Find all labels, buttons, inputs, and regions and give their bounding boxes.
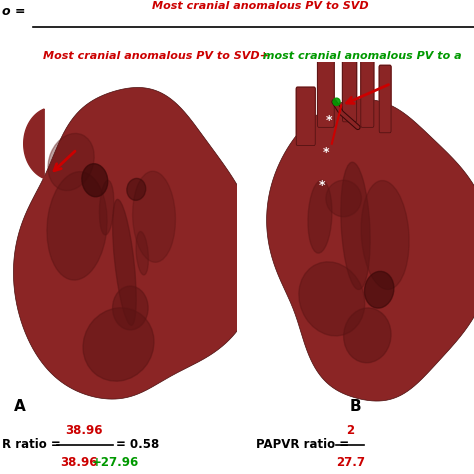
Text: 38.96: 38.96 bbox=[61, 456, 98, 468]
Ellipse shape bbox=[326, 180, 361, 217]
Ellipse shape bbox=[333, 98, 340, 105]
Ellipse shape bbox=[83, 308, 154, 381]
FancyBboxPatch shape bbox=[318, 42, 334, 128]
Ellipse shape bbox=[113, 200, 136, 325]
Ellipse shape bbox=[47, 172, 107, 280]
Text: *: * bbox=[319, 179, 326, 192]
Ellipse shape bbox=[344, 308, 391, 363]
Ellipse shape bbox=[136, 231, 148, 275]
Text: Most cranial anomalous PV to SVD+: Most cranial anomalous PV to SVD+ bbox=[44, 51, 269, 61]
FancyBboxPatch shape bbox=[342, 45, 356, 122]
Ellipse shape bbox=[48, 133, 94, 191]
FancyBboxPatch shape bbox=[296, 87, 315, 146]
Text: Most cranial anomalous PV to SVD: Most cranial anomalous PV to SVD bbox=[152, 1, 369, 11]
Polygon shape bbox=[13, 88, 260, 399]
Ellipse shape bbox=[133, 171, 175, 262]
Ellipse shape bbox=[308, 180, 332, 253]
Polygon shape bbox=[266, 99, 474, 401]
Ellipse shape bbox=[361, 181, 409, 290]
Ellipse shape bbox=[365, 271, 394, 308]
Text: *: * bbox=[326, 113, 333, 127]
Text: *: * bbox=[323, 146, 329, 159]
Ellipse shape bbox=[341, 162, 370, 290]
Text: 2: 2 bbox=[346, 424, 354, 437]
Ellipse shape bbox=[100, 180, 114, 235]
Text: 38.96: 38.96 bbox=[65, 424, 103, 437]
Text: R ratio =: R ratio = bbox=[2, 438, 65, 451]
Text: A: A bbox=[14, 399, 26, 414]
Text: most cranial anomalous PV to a: most cranial anomalous PV to a bbox=[259, 51, 462, 61]
Text: B: B bbox=[350, 399, 361, 414]
FancyBboxPatch shape bbox=[361, 55, 374, 128]
FancyBboxPatch shape bbox=[379, 65, 391, 133]
Text: PAPVR ratio =: PAPVR ratio = bbox=[256, 438, 353, 451]
Polygon shape bbox=[24, 109, 44, 178]
Ellipse shape bbox=[112, 286, 148, 330]
Text: o =: o = bbox=[2, 5, 26, 18]
Text: = 0.58: = 0.58 bbox=[116, 438, 159, 451]
Text: +27.96: +27.96 bbox=[91, 456, 139, 468]
Ellipse shape bbox=[127, 178, 146, 201]
Ellipse shape bbox=[299, 262, 365, 336]
Text: 27.7: 27.7 bbox=[337, 456, 365, 468]
Ellipse shape bbox=[82, 164, 108, 197]
